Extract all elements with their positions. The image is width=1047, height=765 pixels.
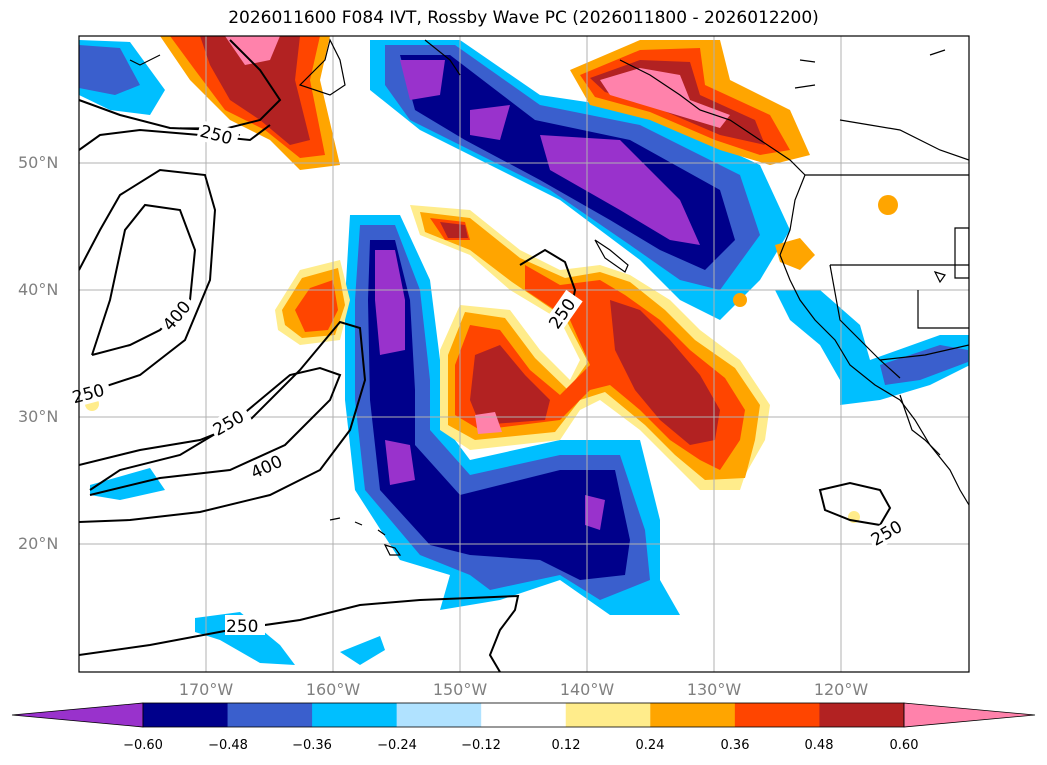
colorbar-tick-label: 0.60 xyxy=(889,738,919,753)
colorbar-extend-arrow xyxy=(11,702,144,728)
lat-label: 40°N xyxy=(18,280,59,299)
contour-400-left xyxy=(91,203,197,356)
contour-label: 250 xyxy=(70,381,107,409)
neg-band-north-max xyxy=(400,60,700,245)
colorbar-tick-label: 0.36 xyxy=(720,738,750,753)
neg-far-west-mid xyxy=(79,45,140,95)
colorbar-tick-label: −0.12 xyxy=(461,738,501,753)
colorbar-segment xyxy=(227,703,313,727)
neg-band-hook-core xyxy=(368,240,630,580)
colorbar-segment xyxy=(396,703,482,727)
pos-small-2 xyxy=(733,293,747,307)
colorbar-segment xyxy=(565,703,651,727)
neg-band-hook-max xyxy=(375,250,605,530)
colorbar-tick-label: −0.24 xyxy=(377,738,417,753)
contour-250-mid xyxy=(79,320,367,523)
contour-250-north-2 xyxy=(79,124,271,151)
colorbar-segment xyxy=(143,703,229,727)
colorbar-extend-arrow xyxy=(903,702,1036,728)
contour-lines xyxy=(79,39,892,672)
map-title: 2026011600 F084 IVT, Rossby Wave PC (202… xyxy=(228,8,819,28)
lat-label: 20°N xyxy=(18,534,59,553)
pos-nw-max xyxy=(225,36,280,65)
colorbar-segment xyxy=(312,703,398,727)
lon-label: 140°W xyxy=(559,680,615,699)
colorbar-tick-label: −0.48 xyxy=(208,738,248,753)
colorbar-tick-label: −0.36 xyxy=(292,738,332,753)
contour-label: 250 xyxy=(198,122,235,150)
contour-label: 250 xyxy=(226,617,258,637)
colorbar-tick-label: 0.48 xyxy=(804,738,834,753)
ivt-shading xyxy=(79,36,969,665)
colorbar-tick-label: 0.12 xyxy=(551,738,581,753)
colorbar-segment xyxy=(734,703,820,727)
lon-label: 120°W xyxy=(813,680,869,699)
colorbar-tick-label: 0.24 xyxy=(635,738,665,753)
neg-coast-mid xyxy=(880,345,968,385)
contour-250-left xyxy=(79,168,217,396)
colorbar-segment xyxy=(481,703,567,727)
pos-west-core xyxy=(295,280,338,332)
contour-250-se xyxy=(818,481,892,527)
colorbar xyxy=(11,702,1036,728)
pos-small-1 xyxy=(878,195,898,215)
contour-250-north xyxy=(79,39,282,132)
contour-250-south xyxy=(79,594,520,672)
pos-nw-core xyxy=(200,36,310,145)
lon-label: 150°W xyxy=(432,680,488,699)
pos-bc-max xyxy=(600,68,730,128)
pos-central-dark xyxy=(440,222,720,445)
colorbar-segment xyxy=(650,703,736,727)
colorbar-segment xyxy=(819,703,905,727)
lon-label: 160°W xyxy=(305,680,361,699)
lat-label: 50°N xyxy=(18,153,59,172)
pos-coast-ca xyxy=(775,238,815,270)
contour-400-mid xyxy=(89,366,342,496)
lon-label: 170°W xyxy=(178,680,234,699)
lon-label: 130°W xyxy=(686,680,742,699)
coastlines xyxy=(129,38,969,556)
lat-label: 30°N xyxy=(18,407,59,426)
colorbar-tick-label: −0.60 xyxy=(123,738,163,753)
contour-labels: 250 400 250 250 400 250 250 250 xyxy=(70,120,911,637)
colorbar-frame xyxy=(142,702,905,728)
map-frame xyxy=(78,35,970,673)
